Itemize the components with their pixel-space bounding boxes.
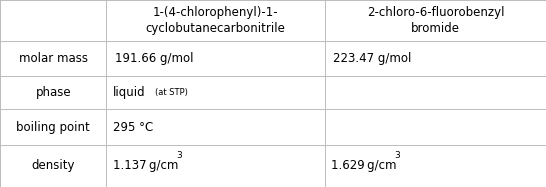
Text: molar mass: molar mass [19,52,88,65]
Text: 1.137 g/cm: 1.137 g/cm [113,160,179,172]
Text: 3: 3 [176,151,182,160]
Text: 2-chloro-6-fluorobenzyl
bromide: 2-chloro-6-fluorobenzyl bromide [367,6,504,35]
Text: 1-(4-chlorophenyl)-1-
cyclobutanecarbonitrile: 1-(4-chlorophenyl)-1- cyclobutanecarboni… [146,6,286,35]
Text: liquid: liquid [113,86,146,99]
Text: boiling point: boiling point [16,121,90,134]
Text: 3: 3 [394,151,400,160]
Text: 295 °C: 295 °C [113,121,153,134]
Text: (at STP): (at STP) [155,88,188,97]
Text: 223.47 g/mol: 223.47 g/mol [333,52,412,65]
Text: 191.66 g/mol: 191.66 g/mol [115,52,193,65]
Text: density: density [32,160,75,172]
Text: phase: phase [35,86,71,99]
Text: 1.629 g/cm: 1.629 g/cm [331,160,397,172]
